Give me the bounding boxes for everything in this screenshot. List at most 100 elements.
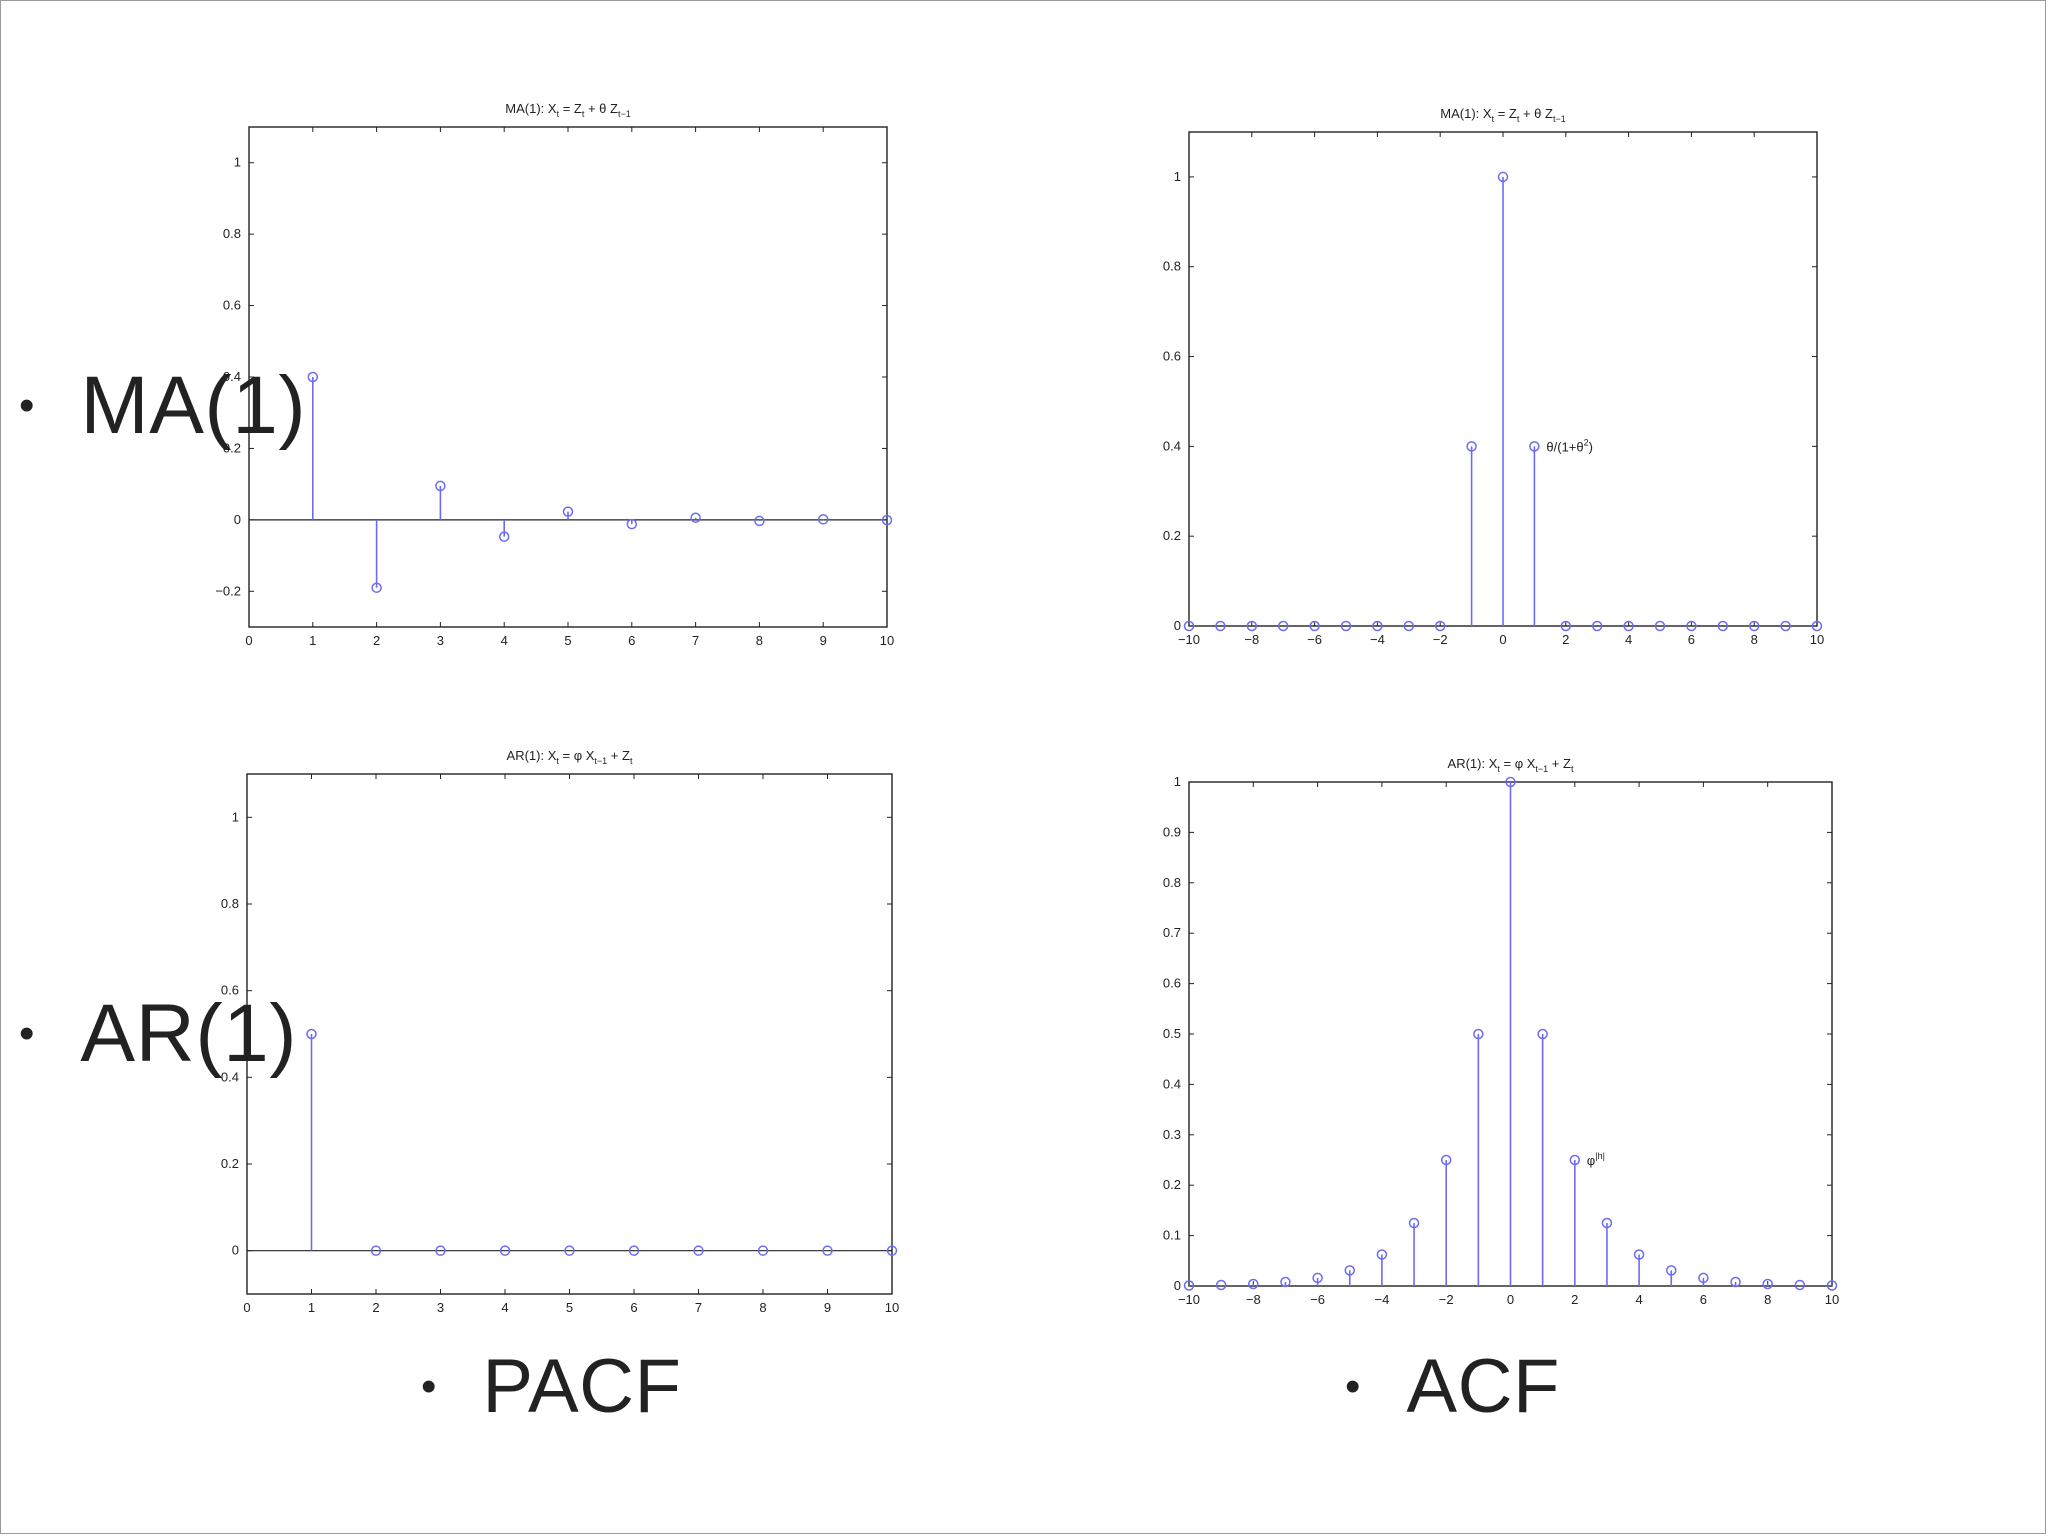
y-tick-label: 0.3 [1163,1127,1181,1142]
x-tick-label: 6 [628,633,635,648]
stem-marker [1794,1279,1806,1291]
stem-marker [1560,620,1572,632]
stem-marker [1312,1272,1323,1284]
x-tick-label: −10 [1178,1292,1200,1307]
y-tick-label: 0.2 [1163,528,1181,543]
column-label-text: PACF [482,1344,682,1429]
stem-marker [1666,1265,1677,1276]
x-tick-label: −4 [1370,632,1385,647]
stem-marker [881,514,893,526]
x-tick-label: 10 [1825,1292,1839,1307]
x-tick-label: 2 [373,633,380,648]
chart-title: MA(1): Xt = Zt + θ Zt−1 [505,101,630,119]
stem-marker [1529,441,1540,452]
stem-marker [306,1028,317,1040]
stem-marker [1246,620,1258,632]
y-tick-label: 0 [1174,1278,1181,1293]
x-tick-label: 0 [1499,632,1506,647]
x-tick-label: 9 [820,633,827,648]
stem-marker [1698,1272,1709,1284]
x-tick-label: −6 [1310,1292,1325,1307]
chart-title: AR(1): Xt = φ Xt−1 + Zt [1448,756,1574,774]
y-tick-label: 1 [234,155,241,170]
y-tick-label: 0.4 [223,369,241,384]
stem-marker [435,480,446,492]
x-tick-label: 8 [1751,632,1758,647]
y-tick-label: 0.8 [1163,875,1181,890]
stem-marker [1440,1154,1452,1166]
stem-marker [1686,620,1697,632]
x-tick-label: −8 [1244,632,1259,647]
stem-marker [1623,620,1634,632]
stem-marker [628,1245,640,1256]
y-tick-label: 0.2 [223,440,241,455]
stem-marker [1826,1280,1838,1291]
y-tick-label: 0.8 [223,226,241,241]
stem-marker [1654,620,1666,632]
stem-marker [1434,620,1446,632]
stem-marker [498,531,510,542]
stem-marker [1473,1028,1484,1040]
stem-marker [1376,1249,1388,1260]
x-tick-label: 7 [692,633,699,648]
stem-marker [435,1245,446,1256]
x-tick-label: 4 [501,1300,508,1315]
stem-marker [562,506,574,517]
stem-marker [1591,620,1603,632]
x-tick-label: 0 [1507,1292,1514,1307]
y-tick-label: 0.8 [1163,259,1181,274]
y-tick-label: 0.6 [223,298,241,313]
stem-marker [1811,620,1823,632]
x-tick-label: 7 [695,1300,702,1315]
column-label-pacf: • PACF [421,1343,681,1430]
stem-marker [1215,1279,1227,1291]
y-tick-label: 0 [1174,618,1181,633]
x-tick-label: −2 [1433,632,1448,647]
stem-marker [1730,1276,1741,1288]
x-tick-label: 6 [1700,1292,1707,1307]
annotation-label: φ|h| [1587,1151,1605,1168]
stem-marker [1215,620,1226,632]
stem-marker [1780,620,1791,632]
row-label-ma1: • MA(1) [19,359,306,453]
stem-marker [757,1245,769,1256]
y-tick-label: 0.7 [1163,925,1181,940]
x-tick-label: −2 [1439,1292,1454,1307]
x-tick-label: 0 [243,1300,250,1315]
stem-marker [1183,620,1195,632]
y-tick-label: 0.8 [221,896,239,911]
bullet-icon: • [19,381,35,430]
y-tick-label: 0.5 [1163,1026,1181,1041]
stem-marker [1372,620,1383,632]
stem-marker [370,1245,382,1256]
stem-marker [1277,620,1289,632]
y-tick-label: 0.4 [221,1069,239,1084]
stem-marker [307,371,319,383]
x-tick-label: 5 [566,1300,573,1315]
x-tick-label: 8 [759,1300,766,1315]
x-tick-label: 3 [437,633,444,648]
x-tick-label: 2 [1562,632,1569,647]
y-tick-label: 0.1 [1163,1228,1181,1243]
column-label-acf: • ACF [1345,1343,1560,1430]
stem-marker [690,512,701,523]
x-tick-label: 9 [824,1300,831,1315]
stem-marker [564,1245,575,1256]
stem-marker [886,1245,898,1256]
x-tick-label: 4 [1625,632,1632,647]
stem-marker [1601,1217,1613,1229]
y-tick-label: 1 [1174,774,1181,789]
y-tick-label: 0.2 [221,1156,239,1171]
chart-title: MA(1): Xt = Zt + θ Zt−1 [1440,106,1565,124]
stem-marker [1280,1276,1291,1288]
x-tick-label: 6 [1688,632,1695,647]
x-tick-label: 1 [309,633,316,648]
x-tick-label: 8 [756,633,763,648]
y-tick-label: 0.6 [1163,349,1181,364]
row-label-ar1: • AR(1) [19,987,297,1081]
bullet-icon: • [19,1009,35,1058]
